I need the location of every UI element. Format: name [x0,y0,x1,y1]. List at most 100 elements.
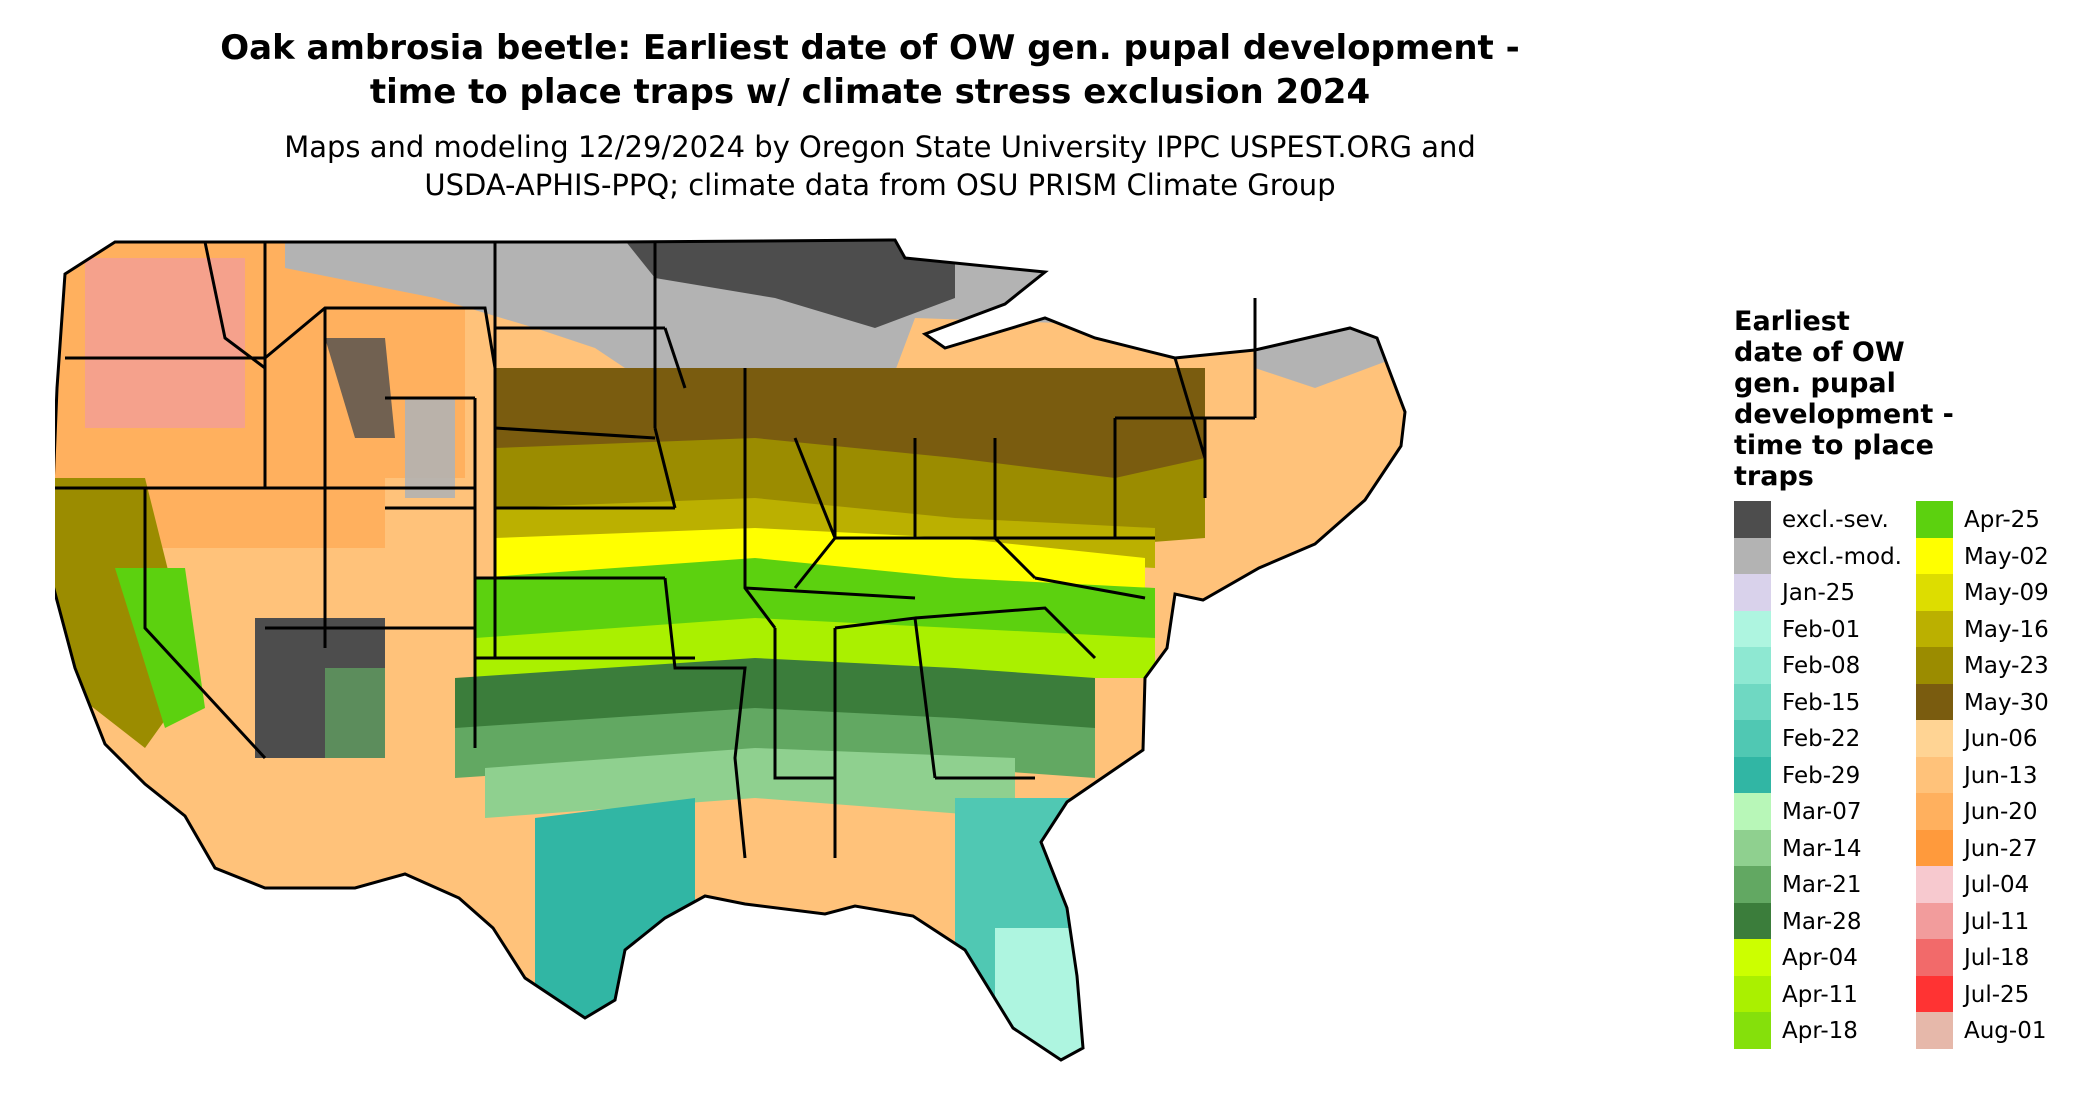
legend-label: Feb-01 [1782,616,1861,643]
legend-swatch [1734,939,1771,976]
map-region-apr25 [475,558,1155,648]
legend-swatch [1916,574,1953,611]
legend-title-line: traps [1734,461,1814,492]
legend-swatch [1916,610,1953,647]
legend-label: excl.-sev. [1782,507,1889,533]
legend-label: May-02 [1964,543,2049,570]
map-title-line-1: Oak ambrosia beetle: Earliest date of OW… [220,28,1520,68]
legend-label: Feb-08 [1782,653,1861,679]
map-title: Oak ambrosia beetle: Earliest date of OW… [120,26,1620,114]
legend-title-line: time to place [1734,430,1934,461]
legend-swatch [1916,939,1953,976]
state-boundaries [55,238,1407,1062]
legend-item: Jul-25 [1916,975,2096,1012]
legend-swatch [1916,975,1953,1012]
legend-item: Jul-11 [1916,902,2096,939]
legend-swatch [1916,866,1953,903]
legend-item: Feb-22 [1734,720,1914,757]
legend-label: Jun-27 [1964,835,2038,862]
legend-label: Apr-25 [1964,507,2040,533]
map-region-feb01-florida [995,928,1095,1058]
legend-item: May-23 [1916,647,2096,684]
legend-label: Jul-11 [1964,908,2030,935]
legend-label: Jun-06 [1964,726,2038,752]
legend-swatch [1734,683,1771,720]
us-map [55,238,1407,1062]
legend-label: Jun-20 [1964,799,2038,825]
legend-swatch [1916,902,1953,939]
map-title-line-2: time to place traps w/ climate stress ex… [369,72,1371,112]
legend-item: Jun-13 [1916,756,2096,793]
legend-swatch [1916,537,1953,574]
legend-swatch [1734,975,1771,1012]
map-region-excl-mod-north [285,240,1205,398]
legend-label: Apr-04 [1782,945,1858,971]
legend-swatch [1916,1012,1953,1049]
legend-title: Earliest date of OW gen. pupal developme… [1734,306,1994,492]
legend-swatch [1734,866,1771,903]
legend-item: Feb-29 [1734,756,1914,793]
legend-title-line: gen. pupal [1734,368,1896,399]
legend-item: May-16 [1916,610,2096,647]
legend-item: Feb-08 [1734,647,1914,684]
legend-item: May-09 [1916,574,2096,611]
legend-swatch [1916,647,1953,684]
legend-label: excl.-mod. [1782,543,1902,570]
legend-label: Feb-22 [1782,726,1861,752]
legend-item: Jun-20 [1916,793,2096,830]
legend-item: Apr-18 [1734,1012,1914,1049]
legend-item: Jul-18 [1916,939,2096,976]
legend-item: Mar-14 [1734,829,1914,866]
legend-item: Aug-01 [1916,1012,2096,1049]
legend-swatch [1734,1012,1771,1049]
legend-swatch [1916,501,1953,538]
legend-swatch [1734,610,1771,647]
map-subtitle: Maps and modeling 12/29/2024 by Oregon S… [200,128,1560,204]
legend-item: Mar-07 [1734,793,1914,830]
legend-item: Apr-04 [1734,939,1914,976]
legend-swatch [1734,574,1771,611]
legend-label: Aug-01 [1964,1018,2047,1044]
legend-swatch [1916,756,1953,793]
map-subtitle-line-1: Maps and modeling 12/29/2024 by Oregon S… [284,130,1476,164]
map-region-excl-mod-colorado [405,398,455,498]
legend-label: May-09 [1964,580,2049,606]
legend-label: Apr-11 [1782,981,1858,1008]
legend-item: excl.-mod. [1734,537,1914,574]
legend-label: Jul-18 [1964,945,2030,971]
legend-swatch [1916,720,1953,757]
legend-label: Jan-25 [1782,580,1856,606]
legend-item: Feb-15 [1734,683,1914,720]
legend-item: excl.-sev. [1734,501,1914,538]
legend-title-line: date of OW [1734,337,1905,368]
legend-item: Jul-04 [1916,866,2096,903]
map-region-feb29-texas [535,798,695,1058]
legend-label: Feb-29 [1782,762,1861,789]
legend-swatch [1916,829,1953,866]
legend-item: Mar-21 [1734,866,1914,903]
legend-swatch [1734,647,1771,684]
legend-item: Jun-27 [1916,829,2096,866]
legend-swatch [1734,793,1771,830]
legend-swatch [1734,501,1771,538]
legend: excl.-sev. excl.-mod. Jan-25 Feb-01 Feb-08 Fe… [1734,501,2074,1051]
legend-swatch [1916,793,1953,830]
legend-label: May-23 [1964,653,2049,679]
legend-label: Feb-15 [1782,689,1861,716]
legend-item: Mar-28 [1734,902,1914,939]
legend-swatch [1734,537,1771,574]
legend-swatch [1734,829,1771,866]
legend-swatch [1734,720,1771,757]
legend-swatch [1734,902,1771,939]
legend-title-line: development - [1734,399,1954,430]
legend-item: Apr-11 [1734,975,1914,1012]
legend-label: Jun-13 [1964,762,2038,789]
legend-label: Mar-07 [1782,799,1862,825]
legend-label: Jul-25 [1964,981,2030,1008]
map-region-may30 [495,368,1205,488]
legend-item: Jun-06 [1916,720,2096,757]
legend-swatch [1734,756,1771,793]
legend-item: Apr-25 [1916,501,2096,538]
map-region-jul11-cascades [85,258,245,428]
legend-item: May-30 [1916,683,2096,720]
